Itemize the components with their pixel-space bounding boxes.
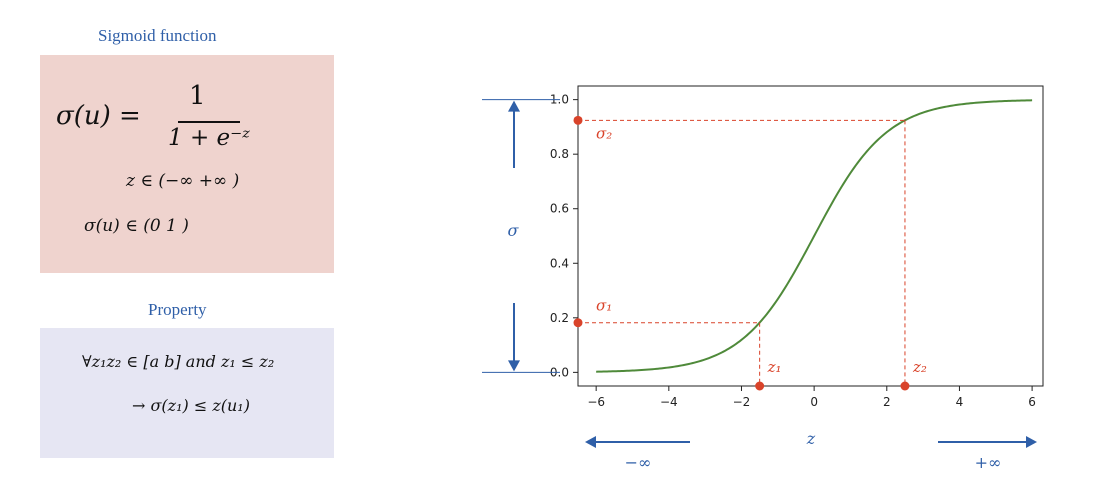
x-tick-label: 6 — [1028, 395, 1036, 409]
y-tick-label: 0.4 — [550, 256, 569, 270]
x-tick-label: −2 — [733, 395, 751, 409]
y-tick-label: 0.6 — [550, 202, 569, 216]
property-line-2: → σ(z₁) ≤ z(u₁) — [132, 396, 250, 415]
formula-denominator: 1 + e⁻ᶻ — [168, 125, 250, 151]
property-card: ∀z₁z₂ ∈ [a b] and z₁ ≤ z₂ → σ(z₁) ≤ z(u₁… — [40, 328, 334, 458]
z-point — [755, 381, 765, 391]
property-line-1: ∀z₁z₂ ∈ [a b] and z₁ ≤ z₂ — [82, 352, 275, 371]
sigma-point — [573, 115, 583, 125]
fraction-bar — [178, 121, 240, 123]
x-axis-label: z — [806, 429, 816, 448]
sigmoid-curve — [596, 99, 1033, 373]
z-point — [900, 381, 910, 391]
y-tick-label: 0.2 — [550, 311, 569, 325]
upper-arrow-head — [508, 100, 520, 112]
z-domain-text: z ∈ (−∞ +∞ ) — [126, 171, 240, 191]
sigma-label: σ₁ — [596, 297, 612, 315]
x-tick-label: 4 — [956, 395, 964, 409]
sigma-range-text: σ(u) ∈ (0 1 ) — [84, 216, 189, 236]
z-label: z₁ — [767, 358, 782, 376]
left-arrow-head — [585, 436, 596, 448]
plot-layer: −6 −4 −2 0 2 4 60.00.20.40.60.81.0σ₁z₁σ₂z₂σz−∞… — [482, 85, 1044, 472]
formula-numerator: 1 — [189, 81, 206, 111]
sigma-label: σ₂ — [596, 124, 612, 142]
x-tick-label: 0 — [810, 395, 818, 409]
lower-arrow-head — [508, 360, 520, 372]
negative-infinity-label: −∞ — [625, 453, 652, 472]
sigmoid-function-heading: Sigmoid function — [98, 26, 217, 45]
x-tick-label: −4 — [660, 395, 678, 409]
sigma-point — [573, 318, 583, 328]
property-heading: Property — [148, 300, 207, 319]
positive-infinity-label: +∞ — [975, 453, 1002, 472]
z-label: z₂ — [912, 358, 927, 376]
sigmoid-formula-card: σ(u) = 1 1 + e⁻ᶻ z ∈ (−∞ +∞ ) σ(u) ∈ (0 … — [40, 55, 334, 273]
plot-frame — [577, 85, 1044, 387]
y-tick-label: 0.8 — [550, 147, 569, 161]
right-arrow-head — [1026, 436, 1037, 448]
x-tick-label: 2 — [883, 395, 891, 409]
x-tick-label: −6 — [587, 395, 605, 409]
formula-lhs: σ(u) = — [56, 101, 141, 131]
y-axis-label: σ — [508, 221, 520, 240]
